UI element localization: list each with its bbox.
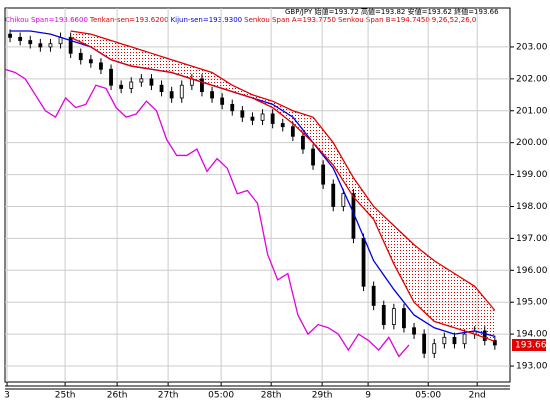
candle-body — [290, 126, 295, 137]
x-tick-label: 3 — [4, 391, 10, 401]
candle-body — [412, 327, 416, 335]
candle-body — [109, 68, 113, 86]
candle-body — [311, 148, 315, 166]
y-tick-label: 198.00 — [516, 202, 548, 212]
candle-body — [280, 123, 285, 128]
candle-body — [210, 91, 214, 99]
x-tick-label: 2nd — [469, 391, 486, 401]
candle-body — [220, 97, 225, 105]
plot-frame — [4, 7, 511, 383]
last-price-label: 193.66 — [515, 340, 547, 350]
legend-entry: Kijun-sen=193.9300 — [171, 16, 243, 24]
candle-body — [250, 116, 255, 121]
candle-body — [200, 78, 204, 93]
last-price-box — [512, 338, 546, 351]
candle-body — [482, 330, 487, 341]
y-tick-label: 197.00 — [516, 234, 548, 244]
candle-body — [371, 285, 376, 306]
candle-body — [331, 183, 336, 207]
candle-body — [341, 193, 346, 207]
candle-body — [361, 237, 366, 287]
candle-body — [38, 43, 43, 48]
candle-body — [149, 78, 154, 86]
candle-body — [139, 78, 144, 83]
candle-body — [402, 308, 406, 329]
candle-body — [432, 343, 437, 354]
candle-body — [462, 333, 467, 345]
y-tick-label: 200.00 — [516, 138, 548, 148]
x-tick-label: 29th — [312, 391, 333, 401]
cloud — [70, 30, 495, 342]
candle-body — [179, 84, 184, 99]
indicator-line — [4, 68, 410, 358]
candle-body — [492, 340, 497, 346]
x-tick-label: 28th — [261, 391, 282, 401]
candle-body — [240, 110, 245, 118]
candle-body — [260, 113, 265, 121]
x-tick-label: 25th — [55, 391, 76, 401]
candle-body — [88, 59, 93, 64]
candle-body — [442, 336, 447, 345]
y-tick-label: 193.00 — [516, 362, 548, 372]
candle-body — [119, 84, 124, 89]
candle-body — [8, 33, 12, 38]
candle-body — [391, 308, 396, 325]
y-tick-label: 203.00 — [516, 42, 548, 52]
candle-body — [99, 62, 103, 70]
legend-entry: 9,26,52,26,0 — [432, 16, 477, 24]
candle-body — [129, 81, 134, 89]
candle-body — [270, 113, 275, 124]
legend-entry: Senkou Span A=193.7750 — [244, 16, 336, 24]
y-tick-label: 194.00 — [516, 330, 548, 340]
x-tick-label: 05:00 — [415, 391, 441, 401]
indicator-line — [70, 36, 496, 342]
candle-body — [422, 333, 427, 354]
candle-body — [18, 36, 23, 41]
chart-title: GBP/JPY 始値=193.72 高値=193.82 安値=193.62 終値… — [285, 7, 499, 16]
x-tick-label: 9 — [365, 391, 371, 401]
legend: Chikou Span=193.6600 Tenkan-sen=193.6200 K… — [5, 16, 476, 24]
candle-body — [159, 84, 164, 93]
y-tick-label: 196.00 — [516, 266, 548, 276]
y-tick-label: 199.00 — [516, 170, 548, 180]
legend-entry: Senkou Span B=194.7450 — [338, 16, 430, 24]
indicator-line — [70, 30, 496, 311]
x-tick-label: 05:00 — [208, 391, 234, 401]
candle-body — [169, 91, 174, 99]
y-tick-label: 201.00 — [516, 106, 548, 116]
candle-body — [78, 52, 83, 61]
legend-entry: Tenkan-sen=193.6200 — [89, 16, 169, 24]
x-tick-label: 27th — [158, 391, 179, 401]
candle-body — [301, 135, 305, 150]
y-tick-label: 195.00 — [516, 298, 548, 308]
candle-body — [48, 43, 53, 48]
candle-body — [28, 40, 33, 45]
candle-body — [230, 103, 235, 112]
y-tick-label: 202.00 — [516, 74, 548, 84]
legend-entry: Chikou Span=193.6600 — [5, 16, 88, 24]
x-tick-label: 26th — [107, 391, 128, 401]
candle-body — [452, 336, 457, 345]
candle-body — [381, 305, 386, 325]
candle-body — [321, 164, 326, 185]
